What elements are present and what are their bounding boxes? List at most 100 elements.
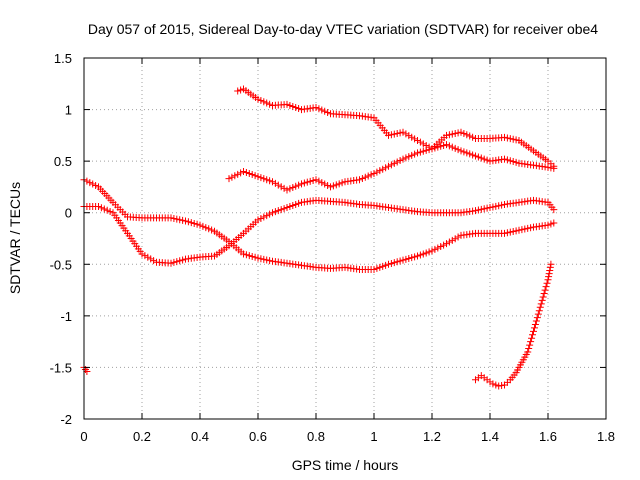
data-point-sat-d [396,129,404,137]
data-point-sat-b [483,204,491,212]
data-point-sat-e [530,327,537,335]
data-point-sat-c [306,177,314,185]
data-point-sat-c [289,184,297,192]
data-point-sat-a [512,227,520,235]
data-point-sat-c [457,147,465,155]
x-tick-label: 1.8 [597,429,615,444]
data-point-sat-d [257,96,265,104]
data-point-sat-c [405,153,413,161]
data-point-sat-c [448,143,456,151]
data-point-sat-c [329,182,337,190]
x-tick-label: 0.4 [191,429,209,444]
data-point-sat-d [263,99,271,107]
data-point-sat-d [399,128,407,136]
data-point-sat-a [547,220,555,228]
data-point-sat-c [332,181,340,189]
data-point-sat-d [503,134,511,142]
data-point-sat-e [529,331,537,339]
data-point-sat-d [466,132,474,140]
data-point-sat-e [539,293,547,301]
data-point-sat-a [428,247,436,255]
data-point-sat-d [393,130,401,138]
data-point-sat-a [524,224,532,232]
data-point-sat-d [315,105,323,113]
data-point-sat-a [402,255,410,263]
x-tick-label: 1.2 [423,429,441,444]
data-point-sat-a [376,263,384,271]
data-point-sat-c [483,156,491,164]
y-tick-label: 1.5 [54,51,72,66]
data-point-sat-d [295,105,303,113]
data-point-sat-d [416,138,424,146]
data-point-sat-c [358,174,366,182]
data-point-sat-e [535,307,543,315]
data-point-sat-e [495,382,503,390]
data-point-sat-b [495,202,503,210]
data-point-sat-d [254,95,262,103]
data-point-sat-c [315,177,323,185]
data-point-sat-c [263,176,271,184]
data-point-sat-d [419,140,427,148]
data-point-sat-b [103,206,111,214]
data-point-sat-b [277,206,285,214]
data-point-sat-a [199,222,207,230]
data-point-sat-c [408,151,416,159]
data-point-sat-a [448,236,456,244]
data-point-sat-c [373,168,381,176]
data-point-sat-e [498,381,506,389]
data-point-sat-b [283,204,291,212]
data-point-sat-e [543,279,551,287]
data-point-sat-c [228,173,236,181]
data-point-sat-a [86,179,94,187]
data-point-sat-e [540,290,548,298]
chart-title: Day 057 of 2015, Sidereal Day-to-day VTE… [88,21,598,37]
data-point-sat-a [257,255,265,263]
data-point-sat-c [364,172,372,180]
data-point-sat-a [385,260,392,268]
data-point-sat-d [234,87,242,95]
data-point-sat-c [469,151,477,159]
data-point-sat-d [509,135,517,143]
data-point-sat-b [550,206,558,214]
data-point-sat-a [521,225,529,233]
data-point-sat-a [176,216,184,224]
data-point-sat-b [95,203,102,211]
data-point-sat-c [385,162,392,170]
data-point-sat-a [179,216,187,224]
data-point-sat-c [402,154,410,162]
data-point-sat-e [534,310,542,318]
data-point-sat-c [443,141,450,149]
data-point-sat-a [202,224,210,232]
y-tick-label: 0 [65,206,72,221]
data-point-sat-a [263,256,271,264]
data-point-sat-c [472,152,479,160]
data-point-sat-c [321,180,329,188]
data-point-sat-d [321,107,329,115]
data-point-sat-c [367,171,375,179]
data-point-sat-a [443,240,450,248]
data-point-sat-b [292,200,300,208]
data-point-sat-d [390,130,398,138]
data-point-sat-d [454,129,462,137]
x-tick-label: 0 [80,429,87,444]
data-point-sat-d [451,130,459,138]
data-point-sat-c [356,176,363,184]
data-point-sat-c [242,168,250,176]
data-point-sat-d [425,143,433,151]
data-point-sat-d [289,102,297,110]
data-point-sat-d [292,104,300,112]
x-tick-label: 0.2 [133,429,151,444]
data-point-sat-b [147,255,155,263]
data-point-sat-c [248,171,256,179]
data-point-sat-e [524,348,532,356]
data-point-sat-c [445,142,453,150]
data-point-sat-b [474,206,482,214]
data-point-sat-a [411,253,419,261]
data-point-sat-b [271,208,279,216]
data-point-sat-c [254,173,262,181]
data-point-sat-c [414,149,421,157]
data-point-sat-c [396,157,404,165]
data-point-sat-c [466,150,474,158]
data-point-sat-c [506,157,514,165]
data-point-sat-a [382,261,390,269]
